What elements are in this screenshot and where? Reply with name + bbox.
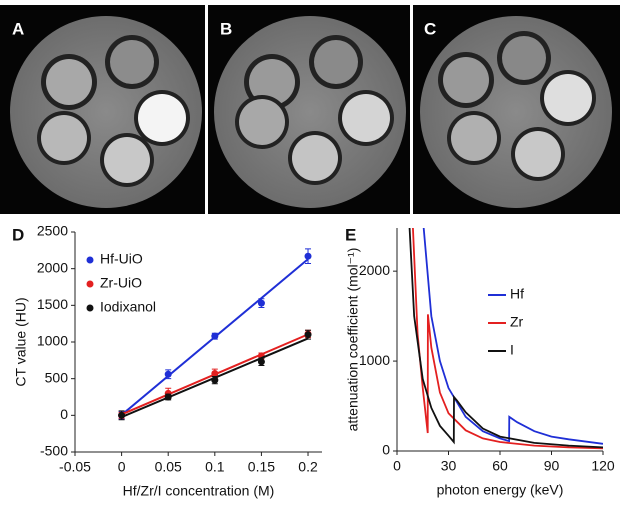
x-tick-label: 0 [118, 459, 126, 475]
y-tick-label: 1000 [37, 333, 68, 349]
x-tick-label: 60 [492, 458, 508, 474]
legend-label: Zr [510, 314, 524, 330]
data-point [257, 358, 265, 366]
legend-label: I [510, 342, 514, 358]
y-tick-label: 1500 [37, 296, 68, 312]
data-point [211, 332, 219, 340]
x-tick-label: 0.1 [205, 459, 225, 475]
panel-label: B [220, 19, 232, 38]
x-axis-label: Hf/Zr/I concentration (M) [123, 483, 275, 499]
y-axis-label: CT value (HU) [13, 297, 29, 386]
panel-label: E [345, 225, 356, 244]
legend-label: Iodixanol [100, 299, 156, 315]
y-axis-label: attenuation coefficient (mol⁻¹) [345, 248, 361, 432]
y-tick-label: 0 [382, 442, 390, 458]
x-tick-label: 0.05 [155, 459, 182, 475]
y-tick-label: 1000 [359, 352, 390, 368]
x-tick-label: 0 [393, 458, 401, 474]
y-tick-label: 2500 [37, 223, 68, 239]
x-tick-label: 0.15 [248, 459, 275, 475]
legend-label: Hf-UiO [100, 251, 143, 267]
data-point [164, 393, 172, 401]
data-line [408, 228, 603, 449]
legend-marker [86, 256, 94, 264]
legend-marker [86, 304, 94, 312]
data-line [412, 228, 603, 450]
y-tick-label: -500 [40, 443, 68, 459]
data-point [211, 376, 219, 384]
y-tick-label: 2000 [359, 262, 390, 278]
plot-area [118, 248, 312, 421]
y-tick-label: 500 [45, 369, 69, 385]
panel-label: D [12, 225, 24, 244]
x-tick-label: 0.2 [298, 459, 318, 475]
x-tick-label: 30 [441, 458, 457, 474]
ct-image-c [413, 5, 620, 214]
x-tick-label: -0.05 [59, 459, 91, 475]
data-line [422, 228, 603, 445]
legend-marker [86, 280, 94, 288]
panel-label: C [424, 19, 436, 38]
y-tick-label: 0 [60, 406, 68, 422]
data-point [257, 299, 265, 307]
ct-image-a [0, 5, 205, 214]
data-point [164, 370, 172, 378]
data-point [211, 370, 219, 378]
panel-label: A [12, 19, 24, 38]
y-tick-label: 2000 [37, 259, 68, 275]
data-point [304, 331, 312, 339]
legend-label: Zr-UiO [100, 275, 142, 291]
legend-label: Hf [510, 286, 524, 302]
ct-image-b [208, 5, 410, 214]
data-point [304, 252, 312, 260]
x-tick-label: 120 [591, 458, 615, 474]
data-point [118, 411, 126, 419]
plot-area [408, 228, 603, 450]
x-tick-label: 90 [544, 458, 560, 474]
x-axis-label: photon energy (keV) [437, 482, 564, 498]
